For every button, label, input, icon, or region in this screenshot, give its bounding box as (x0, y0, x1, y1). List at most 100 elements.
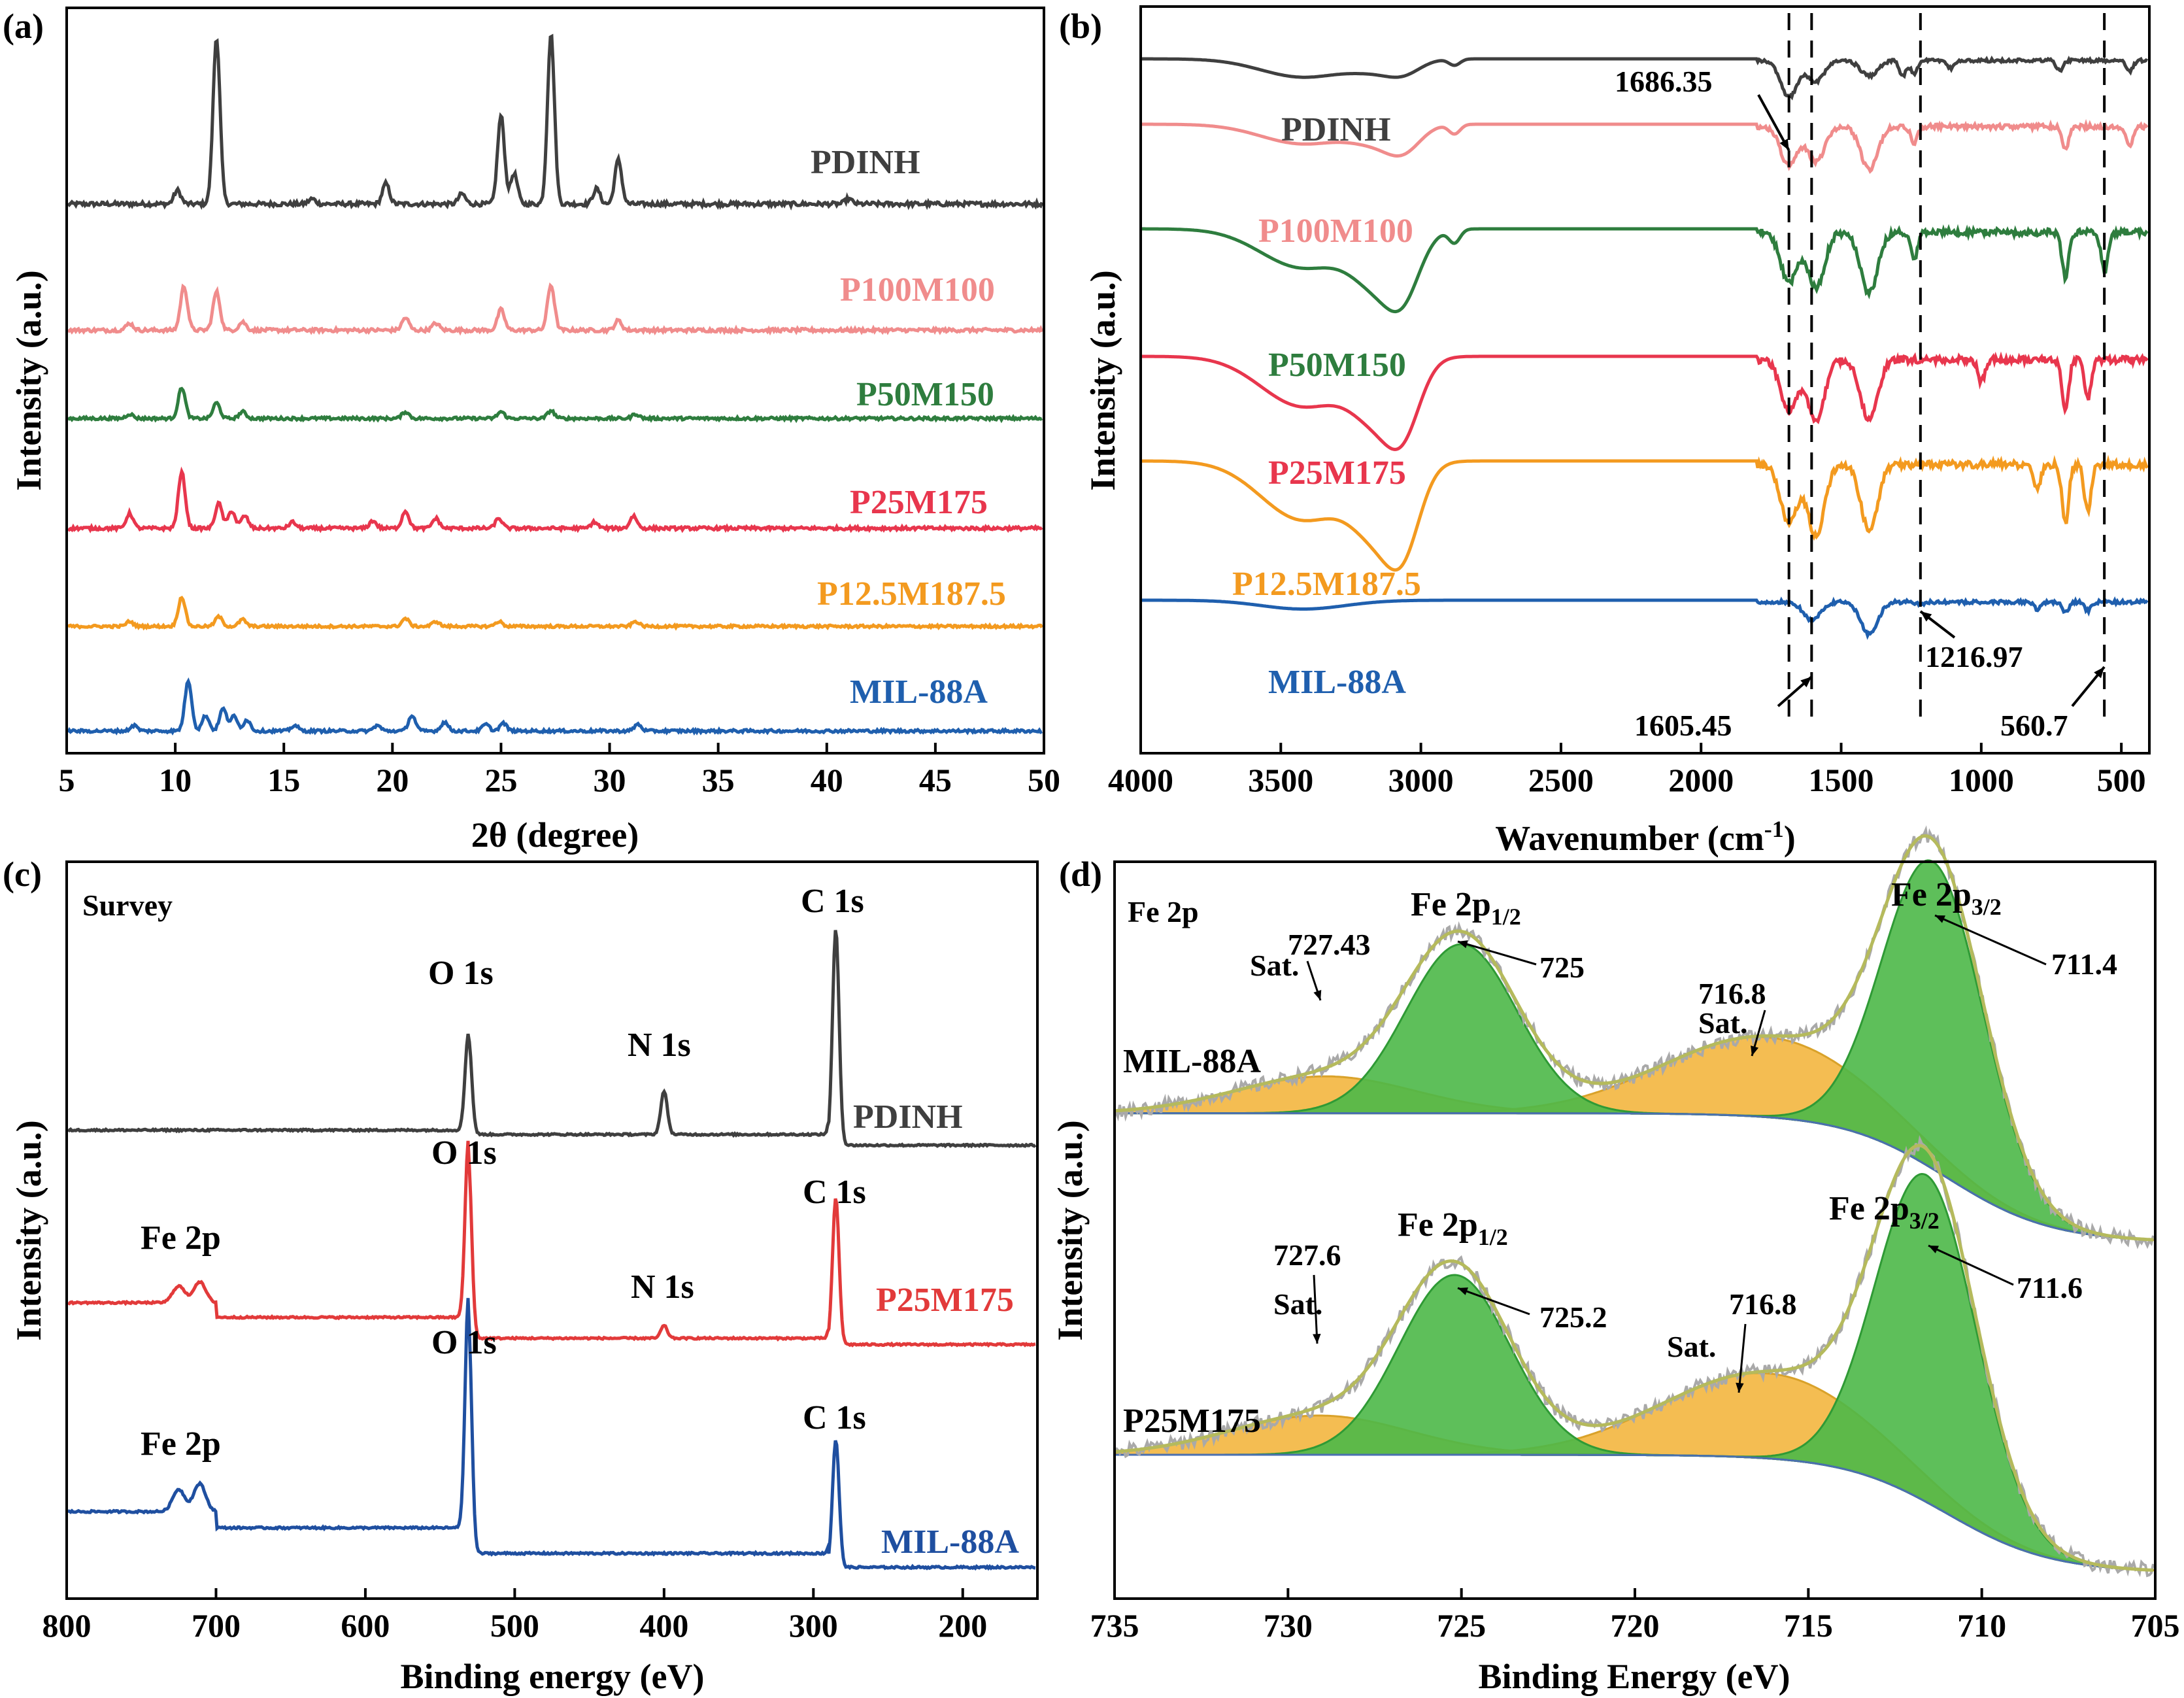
panel-a-series-P25M175 (67, 466, 1043, 534)
panel-b-series-PDINH (1142, 55, 2149, 101)
panel-b-series-P50M150 (1142, 224, 2149, 314)
panel-b-label-P25M175: P25M175 (1268, 454, 1406, 492)
panel-d-label-fe2p12-b-sub: 1/2 (1478, 1224, 1508, 1250)
panel-a-label-P100M100: P100M100 (840, 271, 995, 309)
panel-d-annot-725: 725 (1539, 951, 1585, 984)
panel-d-label-sat-b2: Sat. (1667, 1330, 1716, 1363)
panel-d-annotation-arrow (1457, 1287, 1530, 1316)
panel-d-tick-label: 720 (1611, 1607, 1660, 1644)
panel-label-a: (a) (3, 7, 44, 46)
panel-c-label: Fe 2p (141, 1219, 221, 1257)
panel-c-label: Fe 2p (141, 1425, 221, 1463)
panel-d-annot-7168-b: 716.8 (1729, 1287, 1797, 1321)
panel-d-x-axis-title: Binding Energy (eV) (1478, 1657, 1790, 1696)
panel-b-label-P50M150: P50M150 (1268, 347, 1406, 384)
panel-b-x-ticks: 4000 3500 3000 2500 2000 1500 1000 500 (1108, 743, 2146, 798)
panel-d-annotation-arrow (1738, 1323, 1747, 1393)
panel-d-label-fe2p32-b-sub: 3/2 (1909, 1208, 1940, 1234)
panel-d-label-fe2p32-a-main: Fe 2p (1891, 876, 1972, 913)
panel-c-tick-label: 600 (341, 1607, 390, 1644)
panel-c-tick-label: 200 (938, 1607, 987, 1644)
panel-b-x-axis-title-main: Wavenumber (cm (1495, 819, 1764, 858)
panel-d-annotation-arrow (1313, 1274, 1319, 1344)
panel-c-label: O 1s (431, 1134, 497, 1172)
panel-b-annotation: 560.7 (2000, 709, 2068, 742)
panel-d-annotation-arrow (1928, 1244, 2014, 1286)
panel-b-tick-label: 1000 (1949, 762, 2014, 798)
panel-d-tick-label: 715 (1784, 1607, 1833, 1644)
panel-c-header: Survey (82, 889, 173, 922)
panel-d-annotation-arrowhead (1928, 1246, 1939, 1253)
panel-a-tick-label: 30 (594, 762, 626, 798)
panel-b-series-P12.5M187.5 (1142, 454, 2149, 572)
panel-c-series-group (67, 930, 1037, 1571)
panel-c-series-PDINH (67, 930, 1037, 1149)
panel-d-label-fe2p32-b: Fe 2p3/2 (1829, 1190, 1940, 1234)
panel-d-annotation-arrowhead (1313, 1333, 1321, 1344)
panel-b-annotation-arrowhead (1779, 139, 1789, 150)
panel-d-label-fe2p12-b-main: Fe 2p (1398, 1206, 1478, 1244)
panel-c-y-axis-title: Intensity (a.u.) (9, 1120, 48, 1341)
panel-c-series-MIL-88A (67, 1298, 1036, 1571)
panel-a-tick-label: 40 (811, 762, 843, 798)
panel-b-annotation: 1605.45 (1634, 709, 1732, 742)
panel-b-tick-label: 4000 (1108, 762, 1173, 798)
panel-d-label-fe2p12-a-sub: 1/2 (1491, 904, 1521, 930)
panel-a-tick-label: 35 (702, 762, 735, 798)
panel-b-tick-label: 2000 (1668, 762, 1734, 798)
panel-c-tick-label: 800 (42, 1607, 92, 1644)
panel-b-series-labels: PDINH P100M100 P50M150 P25M175 P12.5M187.5 MI… (1232, 111, 1421, 701)
panel-d-y-axis-title: Intensity (a.u.) (1050, 1120, 1090, 1341)
panel-b-frame (1139, 5, 2151, 755)
panel-a-tick-label: 45 (919, 762, 952, 798)
panel-a-x-ticks: 5 10 15 20 25 30 35 40 45 50 (59, 743, 1060, 798)
panel-c-x-ticks: 800 700 600 500 400 300 200 (42, 1588, 987, 1644)
panel-c-label: N 1s (631, 1268, 694, 1306)
panel-b-series-P100M100 (1142, 118, 2149, 174)
panel-b-label-P12.5M187.5: P12.5M187.5 (1232, 566, 1421, 603)
panel-d-annot-7276: 727.6 (1273, 1238, 1341, 1272)
panel-d-header: Fe 2p (1128, 895, 1199, 928)
panel-c-label: O 1s (431, 1324, 497, 1361)
panel-c-label: O 1s (428, 955, 494, 992)
panel-a-tick-label: 25 (484, 762, 517, 798)
panel-c-tick-label: 400 (639, 1607, 688, 1644)
panel-d-x-ticks: 735 730 725 720 715 710 705 (1090, 1588, 2180, 1644)
panel-b-dashed-lines (1787, 13, 2106, 719)
panel-label-c: (c) (3, 855, 42, 894)
panel-c-tick-label: 700 (192, 1607, 241, 1644)
panel-a-label-MIL-88A: MIL-88A (850, 673, 988, 711)
panel-d-series-label-p25m175: P25M175 (1123, 1402, 1261, 1440)
panel-c-x-axis-title: Binding energy (eV) (401, 1657, 705, 1696)
panel-b-series-MIL-88A (1142, 596, 2149, 640)
panel-b-annotation: 1686.35 (1615, 65, 1713, 98)
panel-d-label-fe2p12-a-main: Fe 2p (1411, 886, 1491, 923)
panel-a-series-PDINH (67, 33, 1044, 211)
panel-a-label-P50M150: P50M150 (856, 376, 994, 413)
panel-c-xps-survey: (c) Survey O 1s N 1s C 1s PDINH O 1s Fe 2p N 1… (3, 855, 1039, 1696)
panel-c-label: PDINH (853, 1098, 963, 1136)
panel-d-p25m175-envelope (1115, 1144, 2154, 1572)
panel-c-label: C 1s (803, 1174, 866, 1211)
panel-b-tick-label: 1500 (1809, 762, 1874, 798)
panel-b-label-PDINH: PDINH (1281, 111, 1391, 148)
panel-d-tick-label: 730 (1264, 1607, 1313, 1644)
panel-d-annotation-arrowhead (1458, 1287, 1468, 1295)
panel-b-tick-label: 3500 (1248, 762, 1313, 798)
panel-a-series-group (66, 33, 1044, 736)
panel-c-label: N 1s (628, 1027, 691, 1064)
panel-d-annot-7114: 711.4 (2051, 947, 2117, 981)
panel-b-series-P25M175 (1141, 351, 2149, 451)
panel-label-d: (d) (1059, 855, 1102, 894)
panel-c-labels: O 1s N 1s C 1s PDINH O 1s Fe 2p N 1s C 1s P25M17… (141, 883, 1019, 1561)
panel-c-series-P25M175 (67, 1140, 1036, 1348)
panel-a-frame (65, 7, 1045, 755)
panel-b-annotation-arrowhead (1800, 677, 1812, 688)
panel-a-xrd: (a) PDINH P100M100 P50M150 P25M175 P12.5M187… (3, 7, 1060, 855)
panel-label-b: (b) (1059, 7, 1102, 46)
panel-d-annot-7116: 711.6 (2017, 1271, 2083, 1304)
panel-d-annotation-arrowhead (1736, 1382, 1744, 1393)
